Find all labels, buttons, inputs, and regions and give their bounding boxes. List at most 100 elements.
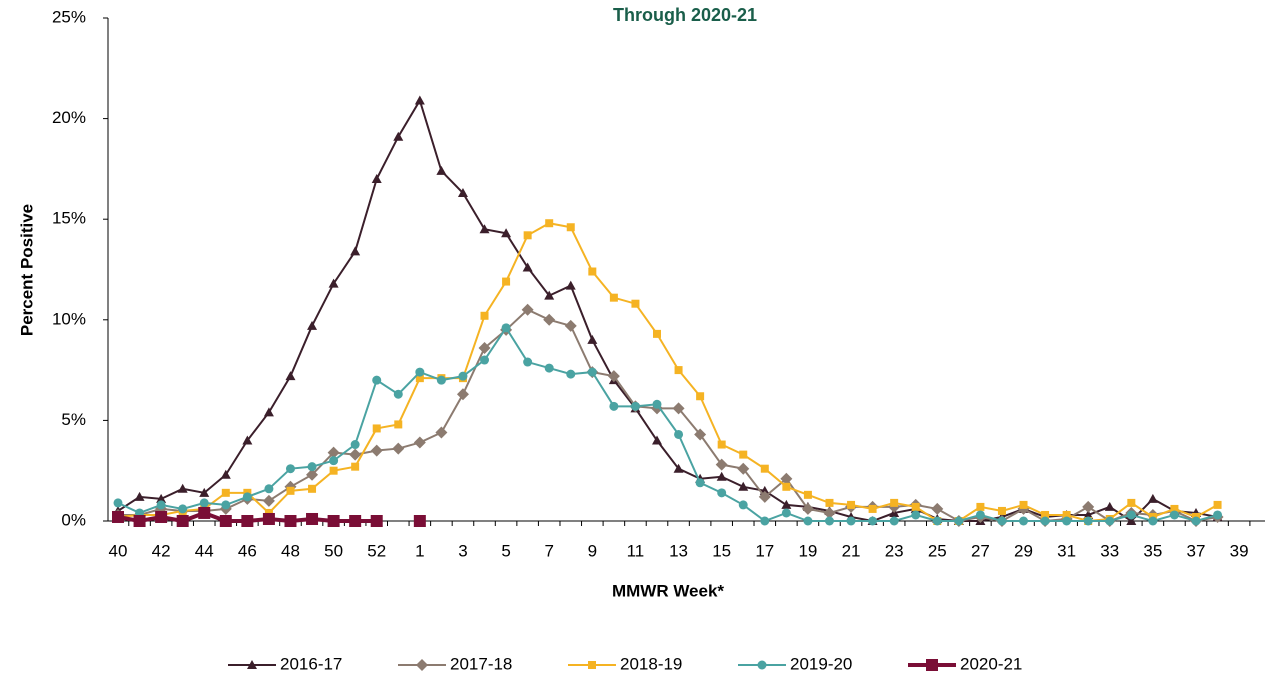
marker: [156, 500, 166, 510]
marker: [480, 311, 489, 320]
x-tick-label: 19: [798, 541, 817, 560]
marker: [760, 516, 770, 526]
marker: [457, 188, 468, 198]
marker: [673, 463, 684, 473]
y-axis-title: Percent Positive: [17, 204, 36, 336]
marker: [781, 508, 791, 518]
x-tick-label: 35: [1143, 541, 1162, 560]
marker: [1126, 510, 1136, 520]
marker: [478, 341, 491, 354]
marker: [220, 469, 231, 479]
marker: [780, 472, 793, 485]
x-tick-label: 1: [415, 541, 424, 560]
marker: [782, 482, 791, 491]
marker: [566, 369, 576, 379]
marker: [1126, 516, 1137, 525]
marker: [823, 506, 836, 519]
marker: [285, 464, 295, 474]
marker: [652, 435, 662, 445]
marker: [607, 370, 620, 383]
marker: [1083, 516, 1093, 526]
y-tick-label: 10%: [52, 309, 86, 328]
marker: [306, 468, 319, 481]
marker: [694, 428, 707, 441]
marker: [155, 510, 168, 523]
marker: [262, 512, 275, 525]
marker: [1170, 504, 1179, 513]
series-line: [118, 308, 1218, 523]
marker: [801, 502, 814, 515]
marker: [975, 510, 985, 520]
legend-label: 2018-19: [620, 654, 682, 673]
chart-title: Through 2020-21: [613, 5, 757, 25]
marker: [1148, 516, 1158, 526]
y-tick-label: 15%: [52, 209, 86, 228]
x-tick-label: 9: [588, 541, 597, 560]
marker: [372, 424, 381, 433]
marker: [501, 228, 512, 238]
x-tick-label: 37: [1187, 541, 1206, 560]
marker: [199, 498, 209, 508]
x-tick-label: 39: [1230, 541, 1249, 560]
marker: [308, 484, 317, 493]
marker: [241, 515, 254, 527]
marker: [565, 280, 576, 290]
marker: [1083, 509, 1094, 519]
marker: [609, 401, 619, 411]
marker: [587, 367, 597, 377]
marker: [868, 504, 877, 513]
marker: [198, 506, 211, 519]
marker: [1019, 516, 1029, 526]
marker: [329, 456, 339, 466]
marker: [545, 219, 554, 228]
marker: [415, 374, 424, 383]
marker: [479, 224, 490, 234]
marker: [566, 223, 575, 232]
x-tick-label: 3: [458, 541, 467, 560]
marker: [911, 510, 921, 520]
marker: [543, 313, 556, 326]
legend-label: 2017-18: [450, 654, 512, 673]
marker: [997, 506, 1006, 515]
marker: [413, 515, 426, 527]
marker: [1127, 498, 1136, 507]
marker: [1191, 516, 1201, 526]
marker: [522, 262, 533, 272]
marker: [247, 660, 257, 669]
marker: [1062, 516, 1072, 526]
marker: [926, 659, 938, 671]
marker: [825, 498, 834, 507]
marker: [327, 515, 340, 527]
marker: [1213, 500, 1222, 509]
marker: [392, 442, 405, 455]
x-tick-label: 33: [1100, 541, 1119, 560]
marker: [758, 490, 771, 503]
marker: [757, 660, 767, 670]
marker: [176, 515, 189, 527]
legend-label: 2016-17: [280, 654, 342, 673]
marker: [394, 420, 403, 429]
marker: [889, 516, 899, 526]
marker: [1019, 500, 1028, 509]
marker: [890, 498, 899, 507]
marker: [696, 392, 705, 401]
x-tick-label: 40: [109, 541, 128, 560]
marker: [717, 440, 726, 449]
marker: [328, 278, 339, 288]
marker: [370, 515, 383, 527]
marker: [803, 516, 813, 526]
x-tick-label: 27: [971, 541, 990, 560]
x-tick-label: 23: [885, 541, 904, 560]
marker: [502, 277, 511, 286]
marker: [847, 500, 856, 509]
marker: [1041, 510, 1050, 519]
marker: [803, 490, 812, 499]
x-tick-label: 15: [712, 541, 731, 560]
marker: [350, 246, 361, 256]
marker: [501, 323, 511, 333]
x-tick-label: 21: [842, 541, 861, 560]
marker: [219, 515, 232, 527]
x-tick-label: 48: [281, 541, 300, 560]
marker: [456, 388, 469, 401]
series-line: [117, 222, 1219, 523]
